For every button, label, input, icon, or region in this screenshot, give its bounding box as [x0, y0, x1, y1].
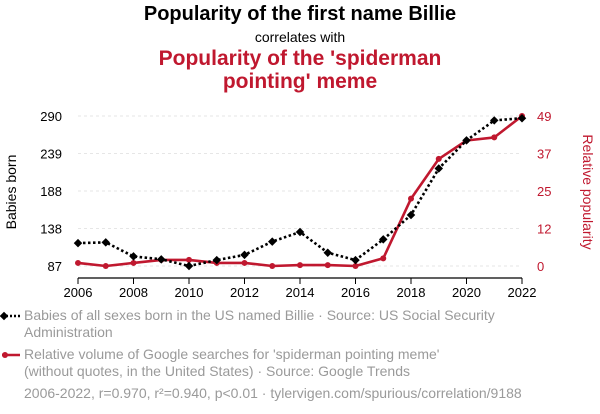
legend-text-searches-line1: Relative volume of Google searches for '…: [24, 346, 440, 362]
chart-title-secondary-line1: Popularity of the 'spiderman: [158, 47, 442, 70]
legend-text-babies-line2: Administration: [24, 324, 113, 340]
right-tick-label: 12: [537, 222, 551, 237]
right-axis-title: Relative popularity: [580, 134, 596, 249]
point-babies-2008: [129, 252, 138, 261]
left-tick-label: 138: [40, 222, 62, 237]
point-searches-2013: [269, 263, 276, 269]
left-axis-title: Babies born: [3, 155, 19, 230]
point-babies-2019: [434, 164, 443, 173]
point-searches-2007: [102, 263, 109, 269]
chart-title: Popularity of the first name Billie: [143, 3, 457, 25]
point-searches-2012: [241, 259, 248, 266]
chart-title-secondary: Popularity of the 'spiderman pointing' m…: [0, 47, 600, 93]
point-babies-2011: [212, 255, 221, 265]
point-babies-2017: [379, 235, 388, 244]
point-searches-2014: [297, 262, 303, 269]
point-babies-2014: [295, 227, 305, 237]
point-searches-2006: [75, 259, 81, 266]
right-tick-label: 0: [537, 259, 544, 274]
point-searches-2017: [380, 255, 387, 262]
x-tick-label: 2022: [508, 285, 537, 300]
point-babies-2012: [240, 250, 249, 260]
chart-connector: correlates with: [254, 29, 346, 45]
x-tick-label: 2014: [286, 285, 315, 300]
point-babies-2021: [490, 116, 499, 125]
x-tick-label: 2006: [64, 285, 93, 300]
x-tick-label: 2008: [119, 285, 148, 300]
legend-marker-babies: [0, 311, 20, 321]
x-tick-label: 2012: [230, 285, 259, 300]
point-babies-2022: [517, 113, 527, 123]
left-tick-label: 290: [40, 109, 62, 124]
point-searches-2010: [186, 256, 192, 263]
right-tick-label: 37: [537, 147, 551, 162]
right-tick-label: 25: [537, 184, 551, 199]
left-tick-label: 239: [40, 147, 62, 162]
point-searches-2018: [408, 195, 414, 202]
point-babies-2015: [323, 248, 332, 257]
point-babies-2010: [184, 261, 194, 271]
point-babies-2006: [73, 238, 83, 248]
point-searches-2021: [491, 134, 498, 141]
left-tick-label: 188: [40, 184, 62, 199]
point-searches-2016: [352, 263, 359, 269]
x-tick-label: 2016: [341, 285, 370, 300]
point-babies-2009: [157, 255, 166, 264]
series-line-babies: [77, 116, 523, 268]
right-tick-label: 49: [537, 109, 551, 124]
point-babies-2016: [351, 255, 360, 265]
x-tick-label: 2018: [397, 285, 426, 300]
point-babies-2013: [268, 237, 277, 246]
chart-title-secondary-line2: pointing' meme: [222, 70, 378, 93]
point-searches-2015: [324, 262, 331, 269]
x-tick-label: 2010: [175, 285, 204, 300]
legend-text-babies-line1: Babies of all sexes born in the US named…: [24, 307, 495, 323]
point-babies-2020: [462, 136, 471, 145]
point-searches-2008: [130, 259, 137, 266]
legend-marker-searches: [2, 352, 20, 358]
point-babies-2007: [101, 238, 110, 247]
point-searches-2019: [435, 155, 442, 162]
x-tick-label: 2020: [452, 285, 481, 300]
legend-text-searches-line2: (without quotes, in the United States) ·…: [24, 363, 410, 379]
point-babies-2018: [406, 210, 416, 220]
left-tick-label: 87: [48, 259, 62, 274]
chart-footer: 2006-2022, r=0.970, r²=0.940, p<0.01 · t…: [24, 385, 522, 401]
